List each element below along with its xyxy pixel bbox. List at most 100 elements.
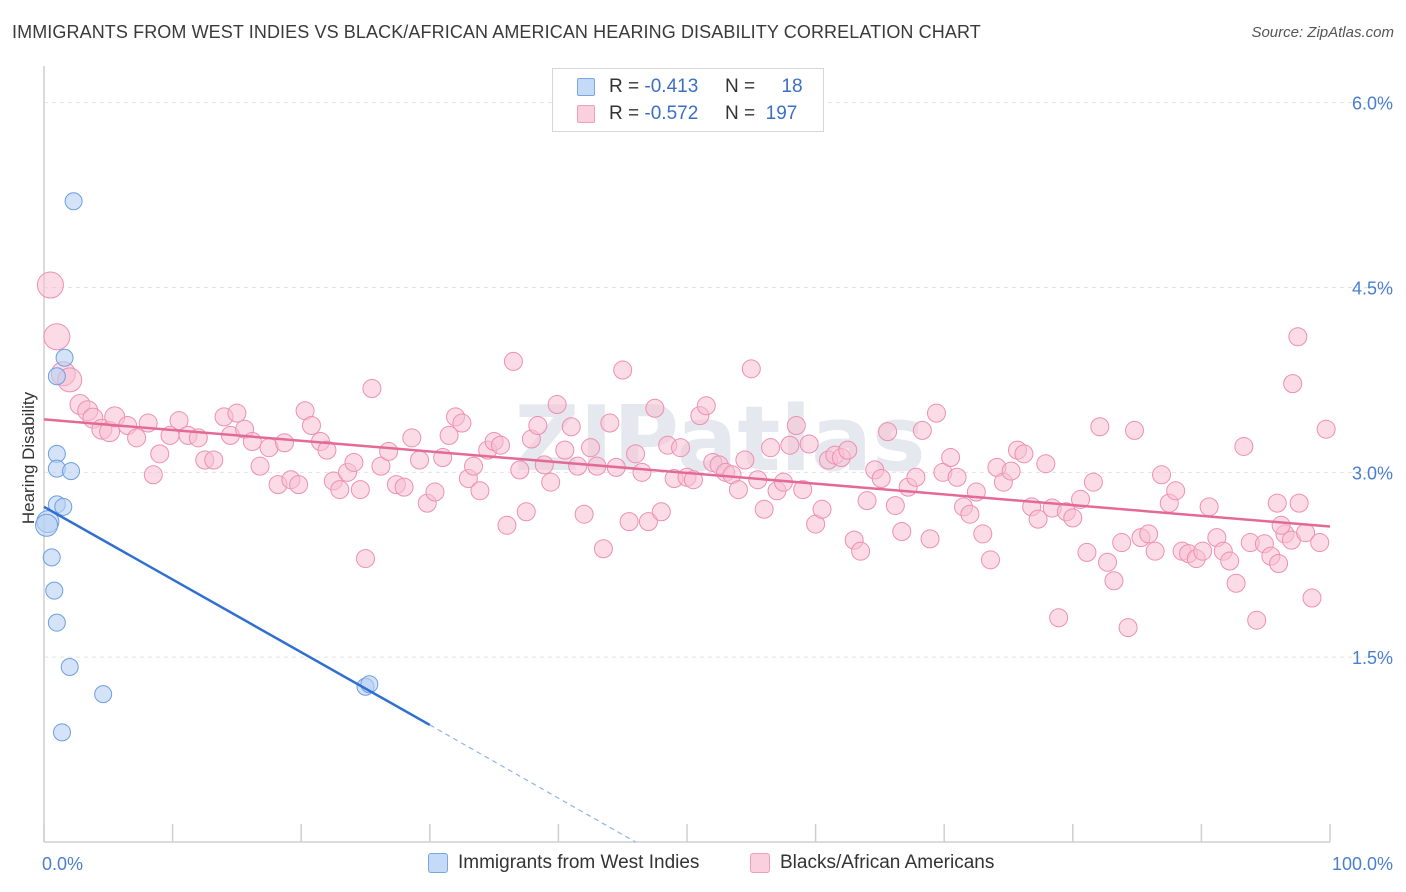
- data-point: [568, 456, 588, 476]
- data-point: [1071, 489, 1091, 509]
- data-point: [127, 428, 147, 448]
- data-point: [150, 444, 170, 464]
- data-point: [1098, 552, 1118, 572]
- data-point: [317, 440, 337, 460]
- data-point: [786, 415, 806, 435]
- legend-item-west-indies: Immigrants from West Indies: [428, 852, 699, 874]
- data-point: [1288, 327, 1308, 347]
- data-point: [36, 271, 64, 299]
- data-point: [857, 491, 877, 511]
- data-point: [379, 441, 399, 461]
- legend-swatch-blue: [428, 853, 448, 873]
- data-point: [947, 467, 967, 487]
- data-point: [1220, 551, 1240, 571]
- data-point: [1234, 436, 1254, 456]
- data-point: [581, 438, 601, 458]
- data-point: [626, 444, 646, 464]
- legend-swatch-pink: [750, 853, 770, 873]
- y-tick-label: 6.0%: [1352, 94, 1393, 114]
- data-point: [574, 504, 594, 524]
- legend-item-label: Blacks/African Americans: [780, 852, 995, 873]
- data-point: [330, 480, 350, 500]
- legend-r-value: -0.413: [644, 76, 699, 97]
- data-point: [619, 512, 639, 532]
- data-point: [696, 396, 716, 416]
- data-point: [344, 452, 364, 472]
- series-legend: Immigrants from West Indies Blacks/Afric…: [0, 852, 1406, 878]
- source-label: Source: ZipAtlas.com: [1251, 24, 1394, 41]
- data-point: [55, 348, 74, 367]
- data-point: [1193, 541, 1213, 561]
- data-point: [510, 460, 530, 480]
- data-point: [851, 541, 871, 561]
- legend-swatch-pink: [577, 105, 595, 123]
- trend-line-blue-extrapolated: [429, 724, 636, 843]
- data-point: [1028, 509, 1048, 529]
- legend-n-value: 197: [765, 103, 798, 124]
- data-point: [1247, 610, 1267, 630]
- data-point: [671, 438, 691, 458]
- data-point: [651, 502, 671, 522]
- data-point: [1316, 419, 1336, 439]
- data-point: [402, 428, 422, 448]
- data-point: [452, 413, 472, 433]
- data-point: [227, 403, 247, 423]
- data-point: [741, 359, 761, 379]
- data-point: [683, 470, 703, 490]
- x-tick-label: 100.0%: [1332, 854, 1393, 874]
- data-point: [1139, 524, 1159, 544]
- data-point: [1083, 472, 1103, 492]
- series-immigrants-west-indies: [35, 192, 379, 742]
- data-point: [1104, 571, 1124, 591]
- data-point: [410, 450, 430, 470]
- data-point: [878, 422, 898, 442]
- data-point: [425, 482, 445, 502]
- data-point: [47, 613, 66, 632]
- axes: [43, 66, 1331, 843]
- data-point: [371, 456, 391, 476]
- data-point: [45, 581, 64, 600]
- data-point: [1271, 515, 1291, 535]
- data-point: [1267, 493, 1287, 513]
- data-point: [980, 550, 1000, 570]
- data-point: [541, 472, 561, 492]
- data-point: [362, 379, 382, 399]
- legend-row-black-african: R = -0.572 N = 197: [577, 102, 797, 126]
- data-point: [143, 465, 163, 485]
- data-point: [439, 425, 459, 445]
- series-blacks-african-americans: [36, 271, 1336, 638]
- data-point: [892, 521, 912, 541]
- data-point: [1077, 542, 1097, 562]
- data-point: [871, 468, 891, 488]
- data-point: [754, 499, 774, 519]
- chart-title: IMMIGRANTS FROM WEST INDIES VS BLACK/AFR…: [12, 22, 981, 42]
- data-point: [638, 512, 658, 532]
- data-point: [1090, 417, 1110, 437]
- data-point: [1289, 493, 1309, 513]
- correlation-legend: R = -0.413 N = 18 R = -0.572 N = 197: [552, 68, 824, 132]
- data-point: [35, 513, 59, 537]
- data-point: [204, 450, 224, 470]
- data-point: [735, 450, 755, 470]
- legend-item-label: Immigrants from West Indies: [458, 852, 700, 873]
- legend-r-label: R =: [609, 103, 640, 124]
- grid-lines: [44, 102, 1390, 658]
- data-point: [838, 440, 858, 460]
- legend-r-label: R =: [609, 76, 640, 97]
- data-point: [941, 448, 961, 468]
- data-point: [356, 549, 375, 569]
- data-point: [600, 413, 620, 433]
- data-point: [593, 539, 613, 559]
- data-point: [1226, 573, 1246, 593]
- data-point: [62, 462, 81, 481]
- data-point: [1310, 533, 1330, 553]
- legend-n-value: 18: [781, 76, 803, 97]
- data-point: [94, 685, 113, 704]
- y-axis-label: Hearing Disability: [19, 391, 38, 524]
- data-point: [394, 477, 414, 497]
- data-point: [1269, 554, 1289, 574]
- data-point: [1152, 465, 1172, 485]
- data-point: [534, 455, 554, 475]
- trend-lines: [43, 418, 1331, 843]
